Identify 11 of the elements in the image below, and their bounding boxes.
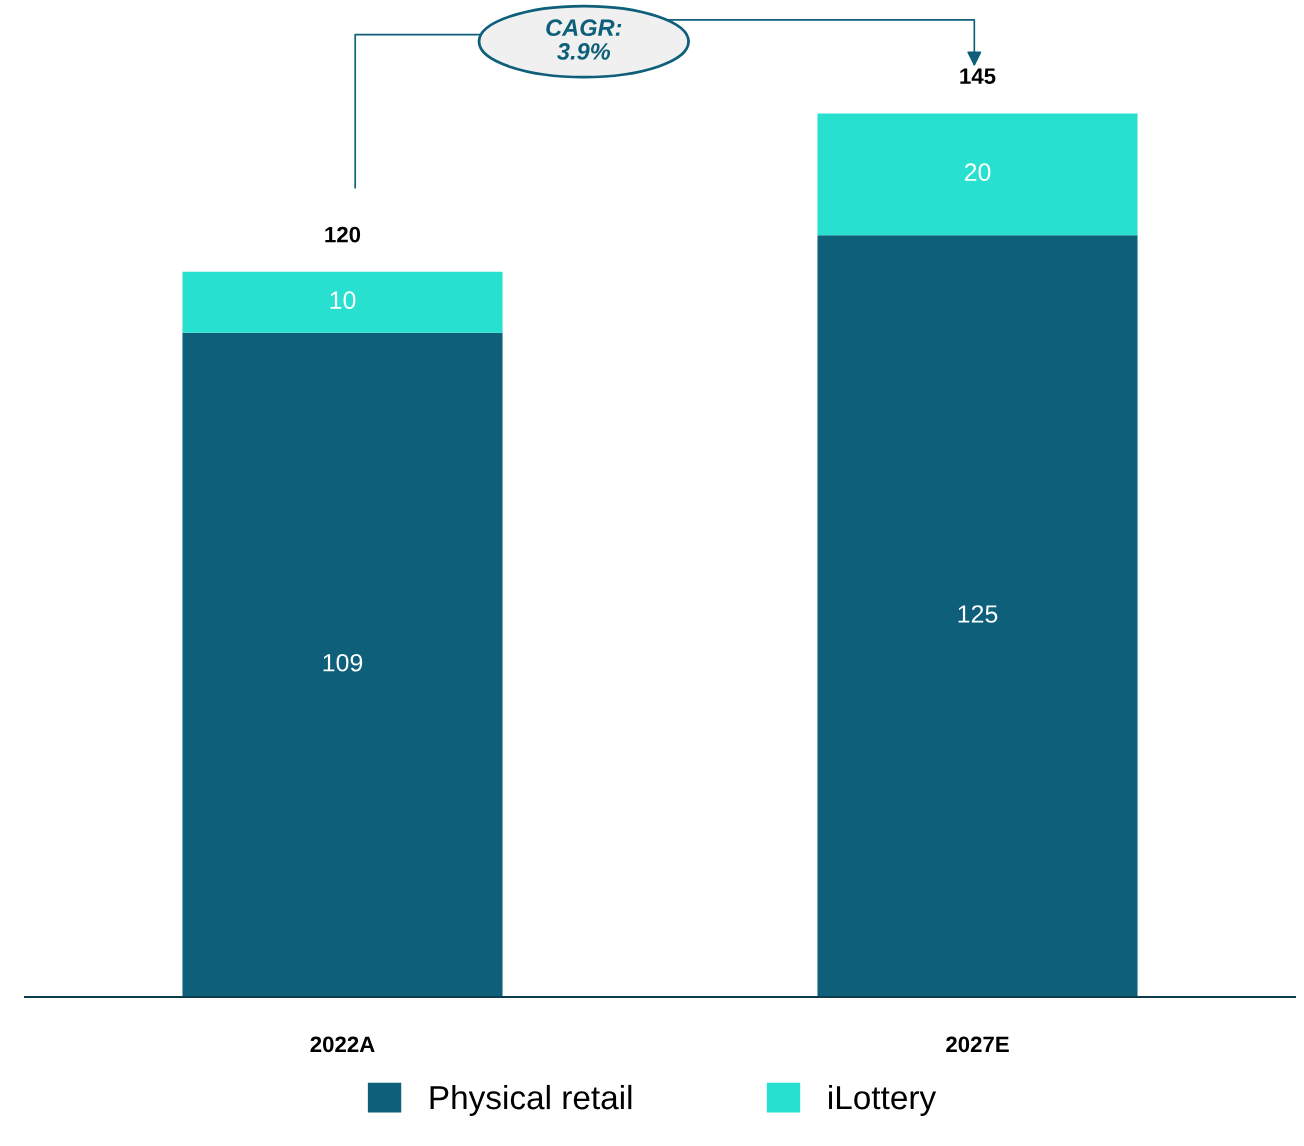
data-label: 125 bbox=[958, 605, 998, 623]
legend-label: Physical retail bbox=[430, 1084, 632, 1116]
data-label: 20 bbox=[964, 163, 991, 182]
x-tick-label: 2027E bbox=[946, 1036, 1009, 1053]
data-label: 10 bbox=[330, 291, 356, 310]
text: CAGR: 3.9% bbox=[546, 19, 622, 60]
total-label: 145 bbox=[960, 68, 996, 84]
data-label: 109 bbox=[323, 653, 363, 672]
x-tick-label: 2022A bbox=[310, 1036, 375, 1053]
total-label: 120 bbox=[325, 226, 361, 243]
legend-label: iLottery bbox=[829, 1084, 937, 1116]
